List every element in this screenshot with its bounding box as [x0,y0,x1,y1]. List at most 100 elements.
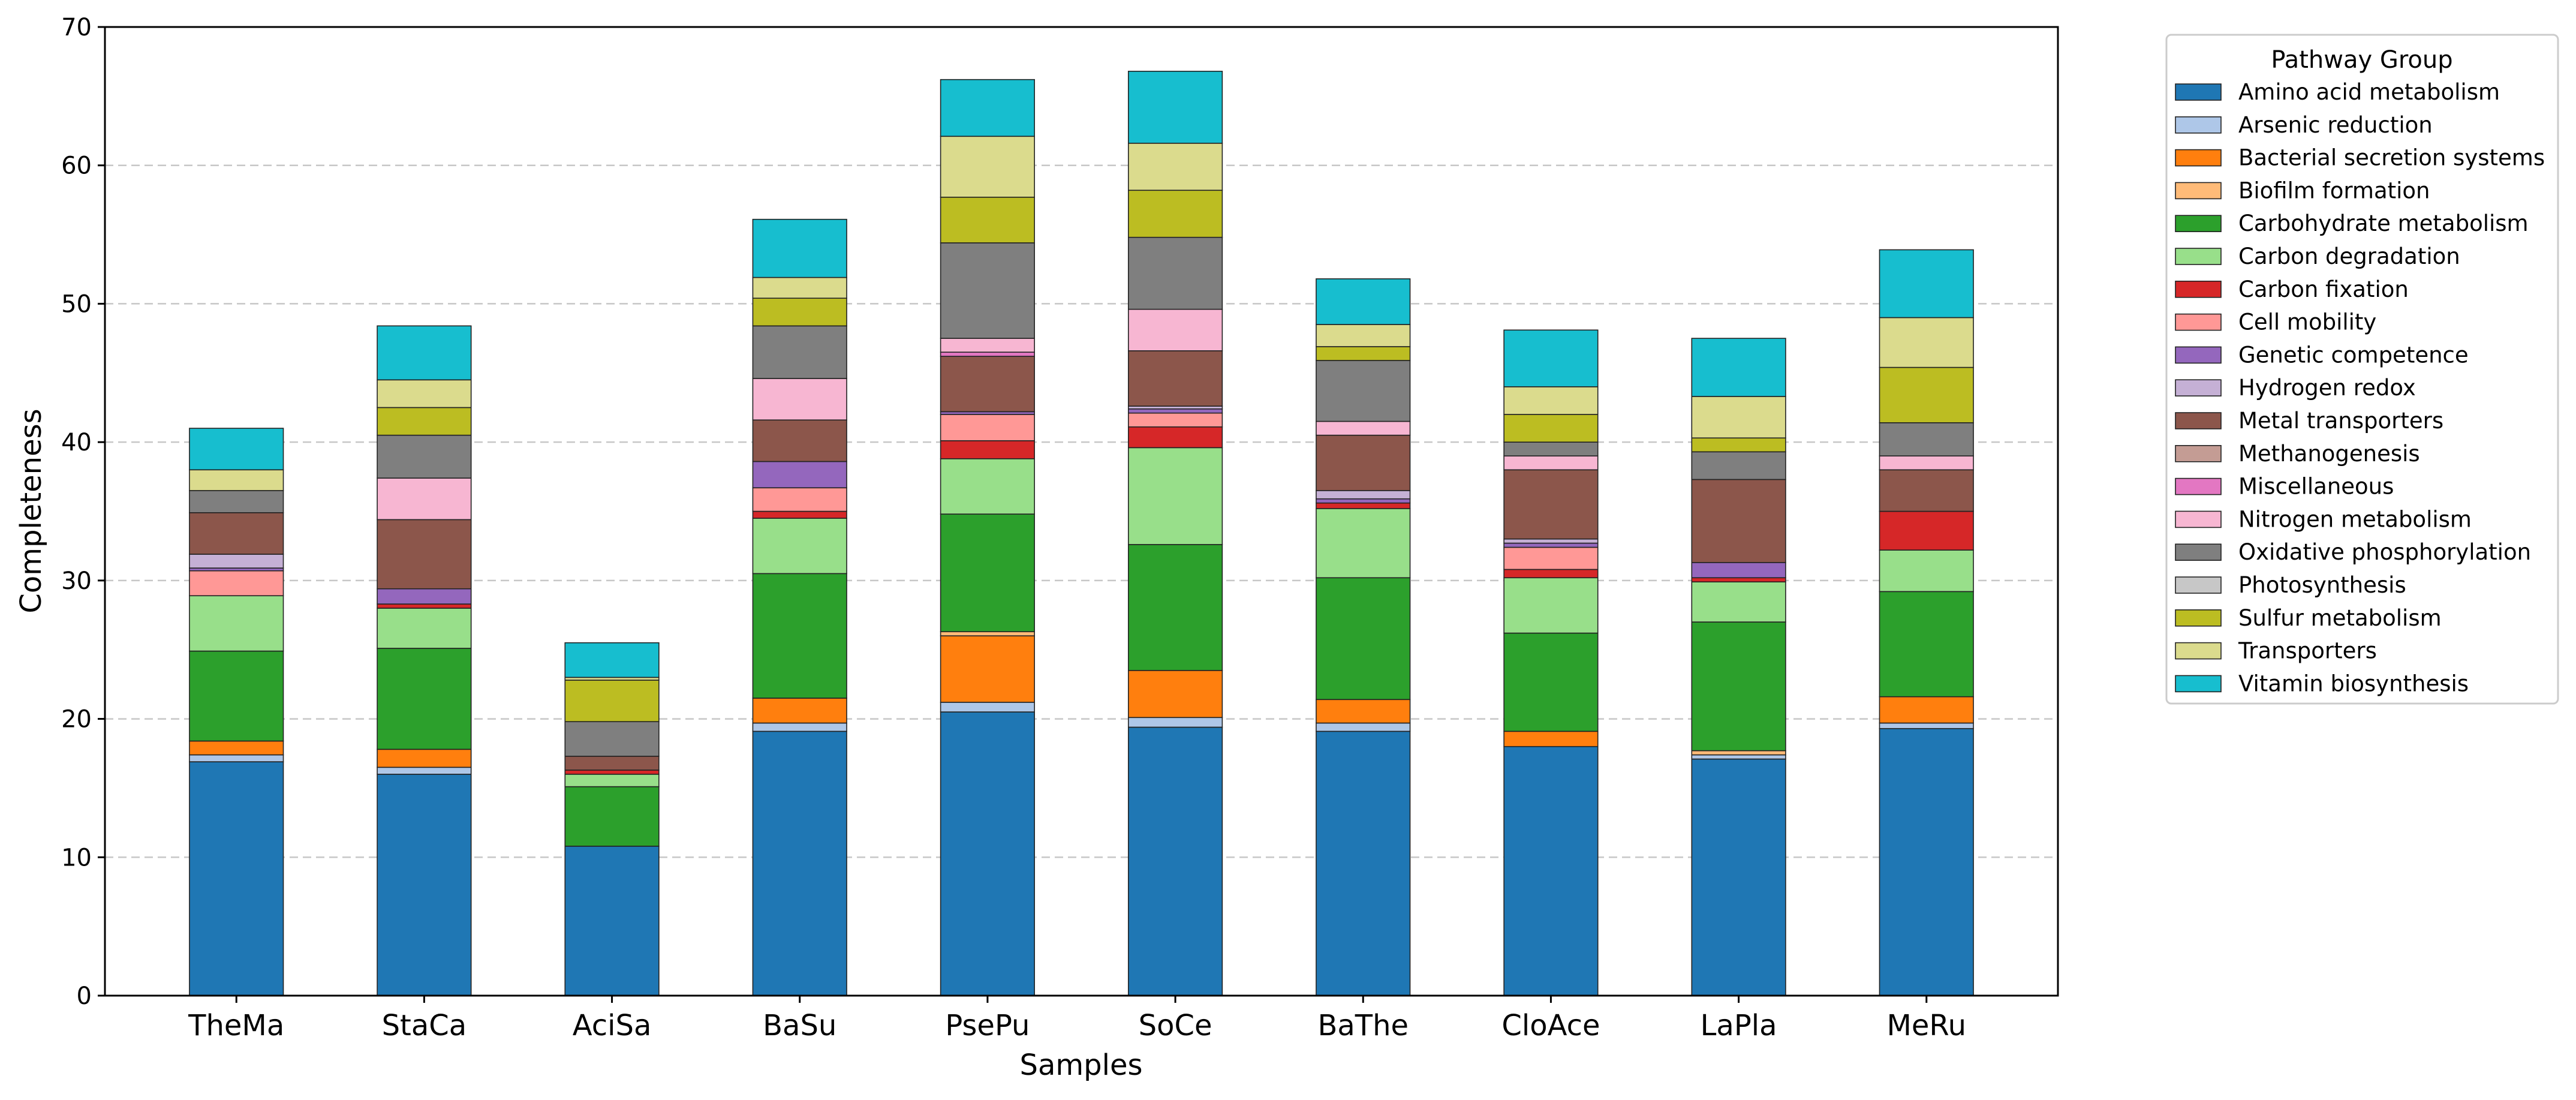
bar-segment [1503,569,1599,579]
bar-segment [752,573,847,699]
legend-swatch [2175,83,2222,101]
legend-label: Transporters [2238,638,2377,664]
bar-segment [1316,324,1411,347]
bar-segment [752,722,847,732]
bar-segment [1691,621,1786,752]
legend-title: Pathway Group [2271,46,2452,74]
x-tick-label: BaSu [763,1009,836,1042]
x-tick-label: PsePu [945,1009,1030,1042]
x-tick-label: StaCa [382,1009,467,1042]
bar-segment [564,642,660,678]
x-axis-label: Samples [1020,1048,1143,1082]
legend-label: Carbon fixation [2238,276,2409,302]
bar-segment [1503,441,1599,457]
bar-segment [1127,236,1223,310]
y-tick-label: 10 [61,844,92,871]
bar-segment [564,721,660,757]
bar-segment [377,477,472,521]
legend-swatch [2175,444,2222,462]
legend-swatch [2175,346,2222,364]
bar-segment [564,774,660,788]
legend-label: Sulfur metabolism [2238,605,2442,631]
legend-swatch [2175,609,2222,627]
legend: Pathway Group Amino acid metabolism Arsen… [2165,34,2559,705]
bar-segment [1316,699,1411,724]
bar-segment [940,242,1036,339]
bar-segment [1503,746,1599,996]
bar-segment [564,786,660,847]
bar-segment [1691,451,1786,480]
x-tick-label: LaPla [1701,1009,1777,1042]
legend-label: Vitamin biosynthesis [2238,671,2469,696]
bar-segment [1127,544,1223,671]
bar-segment [189,740,284,756]
bar-segment [377,774,472,996]
x-tick-label: TheMa [188,1009,284,1042]
bar-segment [1691,396,1786,439]
bar-segment [1316,508,1411,579]
bar-segment [564,770,660,775]
bar-segment [1503,542,1599,548]
y-axis-label: Completeness [14,408,48,613]
bar-segment [189,554,284,569]
bar-segment [1127,71,1223,144]
legend-swatch [2175,248,2222,265]
bar-segment [1503,329,1599,387]
bar-segment [940,440,1036,459]
legend-label: Methanogenesis [2238,441,2420,467]
bar-segment [752,218,847,278]
bar-segment [752,518,847,575]
bar-segment [189,512,284,555]
legend-swatch [2175,412,2222,429]
bar-segment [1691,581,1786,623]
bar-segment [189,650,284,742]
bar-segment [1691,758,1786,996]
y-tick-label: 30 [61,567,92,595]
bar-segment [940,356,1036,413]
bar-segment [189,595,284,652]
bar-segment [940,513,1036,633]
bar-segment [189,469,284,491]
bar-segment [1879,469,1974,512]
legend-swatch [2175,215,2222,233]
legend-label: Genetic competence [2238,342,2469,368]
bar-segment [377,519,472,590]
bar-segment [377,767,472,775]
bar-segment [1879,696,1974,724]
bar-segment [1503,577,1599,634]
x-tick-label: BaThe [1317,1009,1409,1042]
bar-segment [1316,434,1411,491]
legend-label: Oxidative phosphorylation [2238,539,2531,565]
bar-segment [752,461,847,489]
y-tick-label: 50 [61,290,92,318]
legend-label: Biofilm formation [2238,178,2430,203]
legend-swatch [2175,576,2222,594]
legend-label: Carbohydrate metabolism [2238,211,2529,236]
legend-frame [2165,34,2559,705]
legend-label: Metal transporters [2238,408,2443,434]
x-tick-label: AciSa [573,1009,652,1042]
bar-segment [1127,412,1223,428]
y-tick-label: 40 [61,429,92,456]
bar-segment [1316,360,1411,422]
legend-swatch [2175,477,2222,495]
bar-segment [1503,538,1599,544]
bar-segment [1316,722,1411,732]
bar-segment [1316,577,1411,701]
legend-label: Cell mobility [2238,309,2376,335]
legend-label: Bacterial secretion systems [2238,145,2545,171]
bar-segment [1127,717,1223,728]
legend-label: Carbon degradation [2238,244,2460,269]
bar-segment [940,196,1036,244]
bar-segment [940,711,1036,996]
legend-swatch [2175,675,2222,693]
x-axis: TheMa StaCa AciSa BaSu PsePu SoCe BaThe CloAce L… [188,996,1966,1042]
bar-segment [940,136,1036,198]
bar-segment [1503,414,1599,443]
bar-segment [189,490,284,513]
bar-segment [940,631,1036,636]
bar-segment [1127,143,1223,191]
bar-segment [377,325,472,381]
legend-swatch [2175,280,2222,298]
